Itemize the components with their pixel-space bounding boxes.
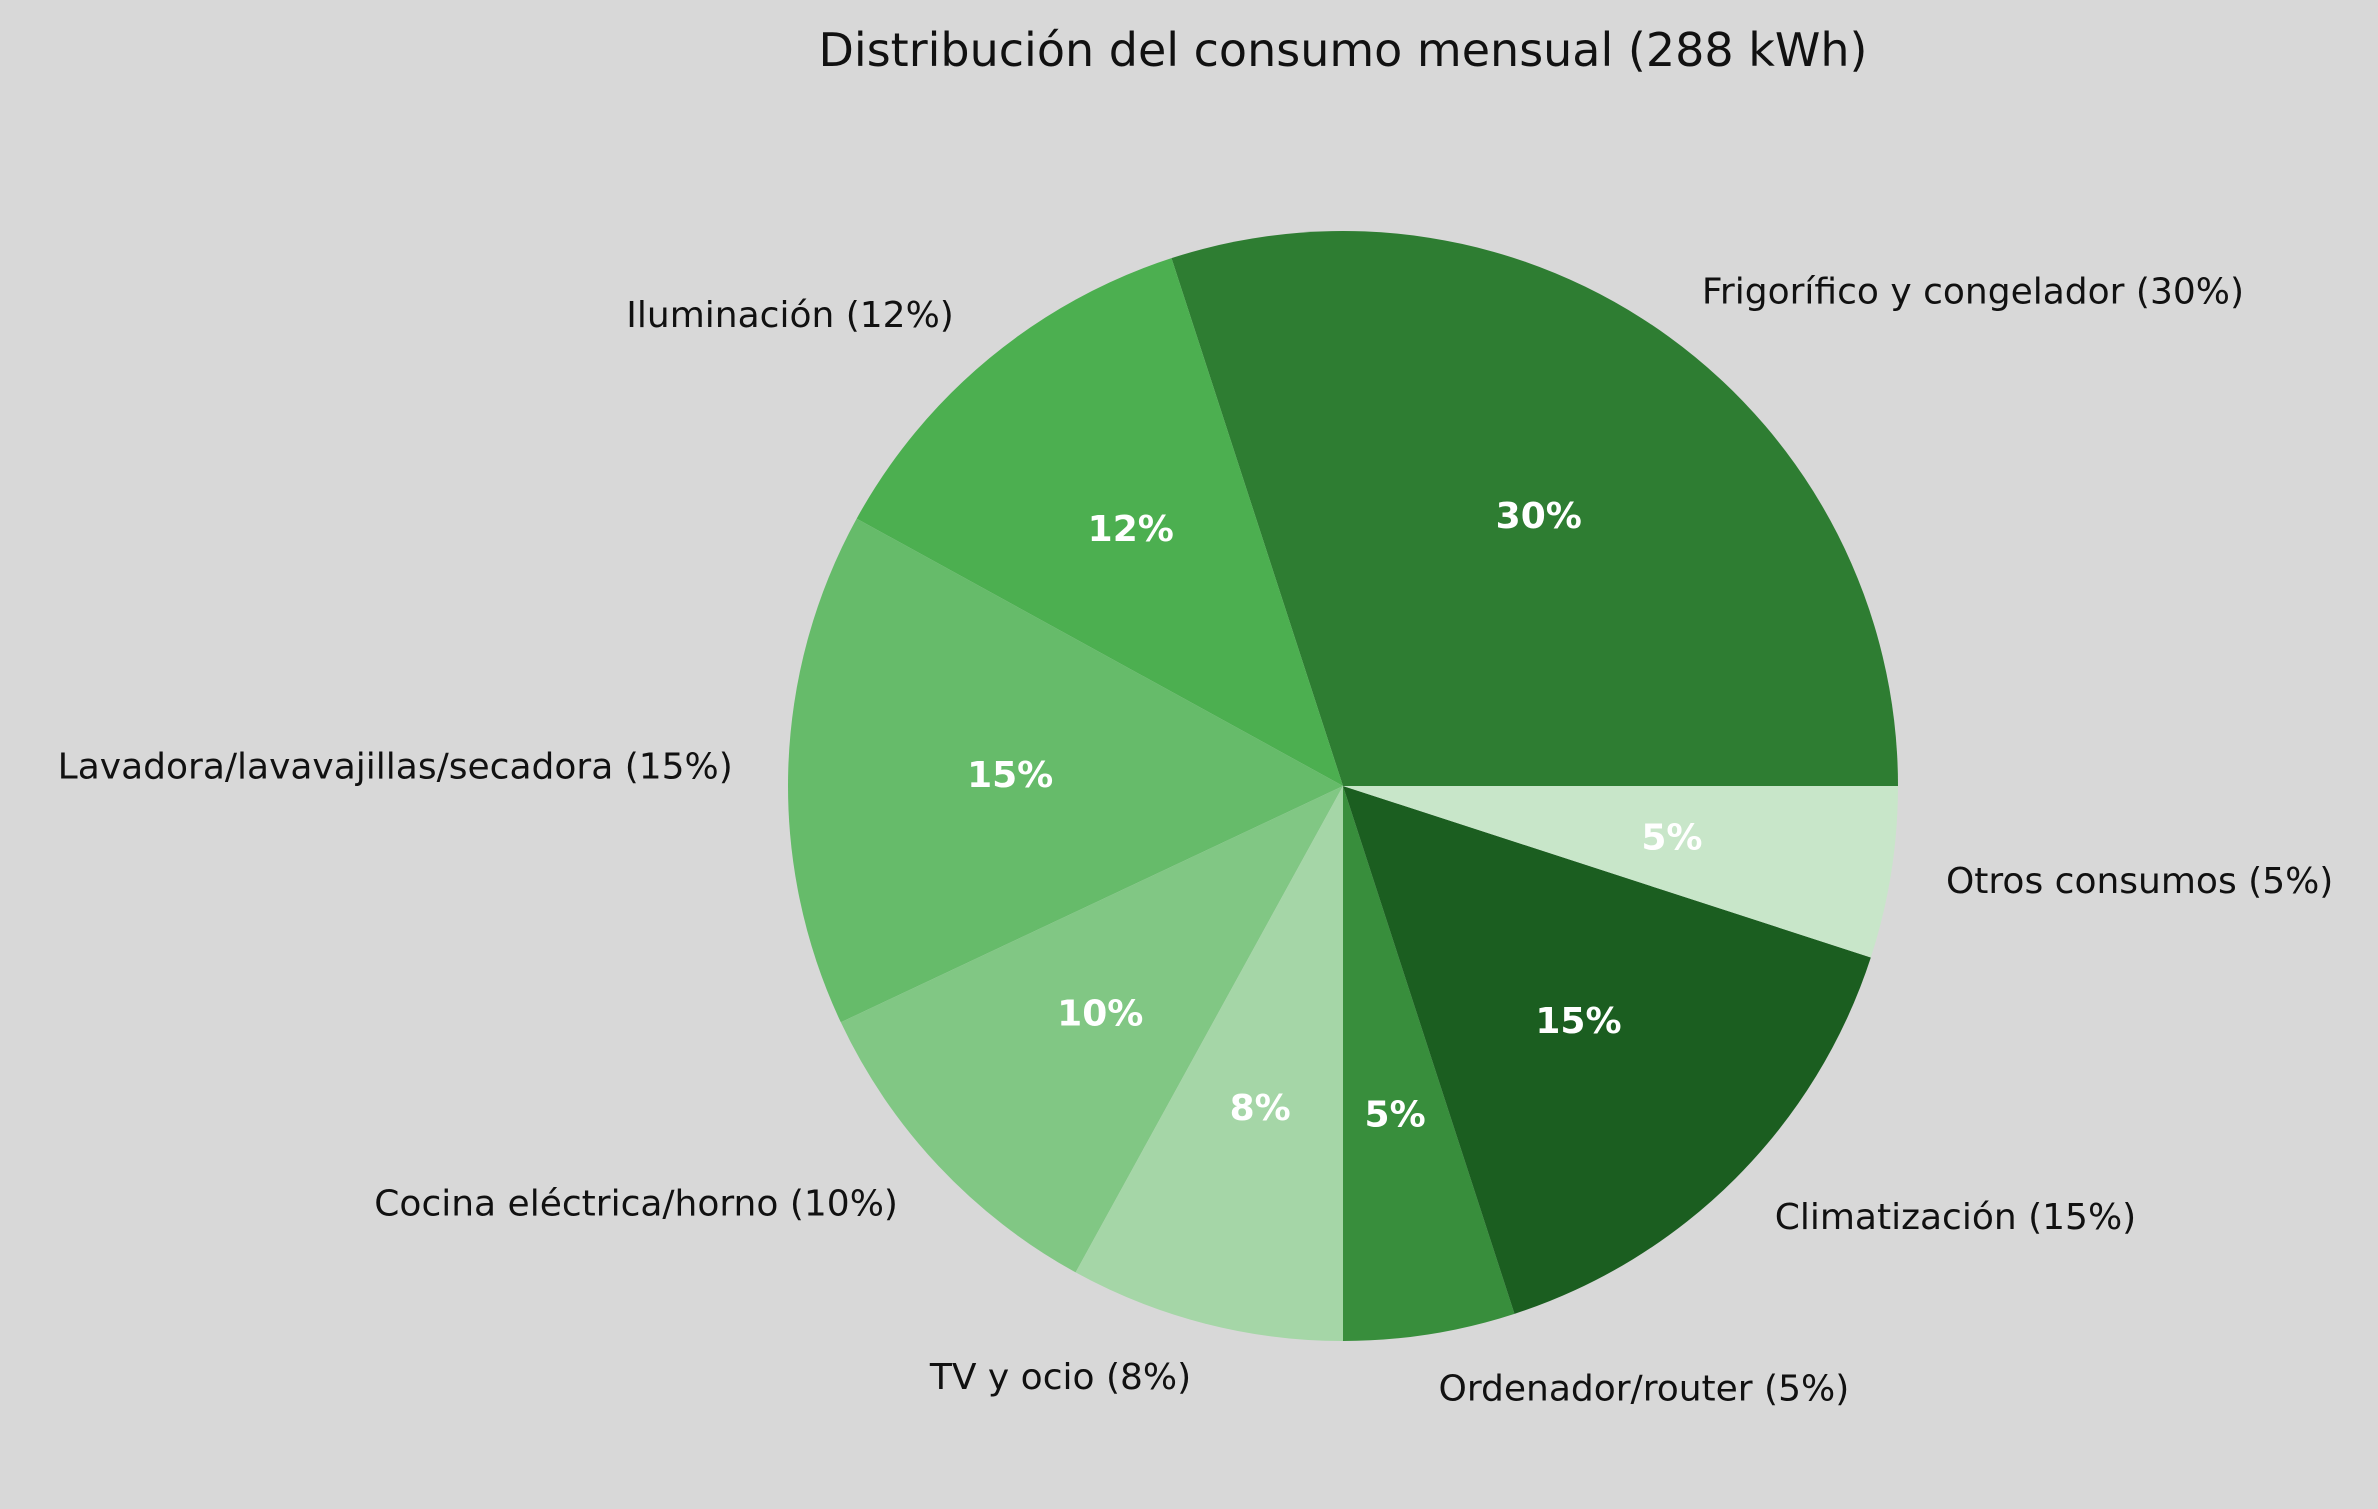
slice-label-iluminacion: Iluminación (12%) [626, 295, 954, 336]
pct-label-ordenador-router: 5% [1365, 1094, 1426, 1135]
slice-label-frigorifico-y-congelador: Frigorífico y congelador (30%) [1702, 272, 2244, 313]
slice-label-otros-consumos: Otros consumos (5%) [1946, 861, 2333, 902]
pie-slice-cocina-electrica-horno [840, 786, 1343, 1273]
pie-slice-iluminacion [856, 258, 1343, 786]
slice-label-lavadora-lavavajillas-secadora: Lavadora/lavavajillas/secadora (15%) [58, 746, 733, 787]
pie-slice-frigorifico-y-congelador [1171, 230, 1898, 786]
pct-label-climatizacion: 15% [1535, 1001, 1621, 1042]
pct-label-lavadora-lavavajillas-secadora: 15% [967, 755, 1053, 796]
slice-label-climatizacion: Climatización (15%) [1775, 1197, 2137, 1238]
pct-label-frigorifico-y-congelador: 30% [1496, 496, 1582, 537]
slice-label-cocina-electrica-horno: Cocina eléctrica/horno (10%) [374, 1183, 898, 1224]
pie-slices [788, 230, 1898, 1341]
pct-label-otros-consumos: 5% [1641, 818, 1702, 859]
chart-title: Distribución del consumo mensual (288 kW… [819, 23, 1868, 77]
pie-slice-otros-consumos [1343, 786, 1898, 958]
pct-label-iluminacion: 12% [1088, 509, 1174, 550]
slice-labels: Frigorífico y congelador (30%) Iluminació… [58, 272, 2334, 1410]
pie-slice-tv-y-ocio [1075, 786, 1343, 1341]
pie-slice-climatizacion [1343, 786, 1871, 1314]
pie-slice-ordenador-router [1343, 786, 1515, 1341]
pct-label-tv-y-ocio: 8% [1230, 1088, 1291, 1129]
pie-slice-lavadora-lavavajillas-secadora [788, 518, 1343, 1023]
slice-label-tv-y-ocio: TV y ocio (8%) [929, 1357, 1191, 1398]
pct-label-cocina-electrica-horno: 10% [1057, 993, 1143, 1034]
slice-label-ordenador-router: Ordenador/router (5%) [1439, 1368, 1850, 1409]
percentage-labels: 30% 12% 15% 10% 8% 5% 15% 5% [967, 496, 1702, 1135]
